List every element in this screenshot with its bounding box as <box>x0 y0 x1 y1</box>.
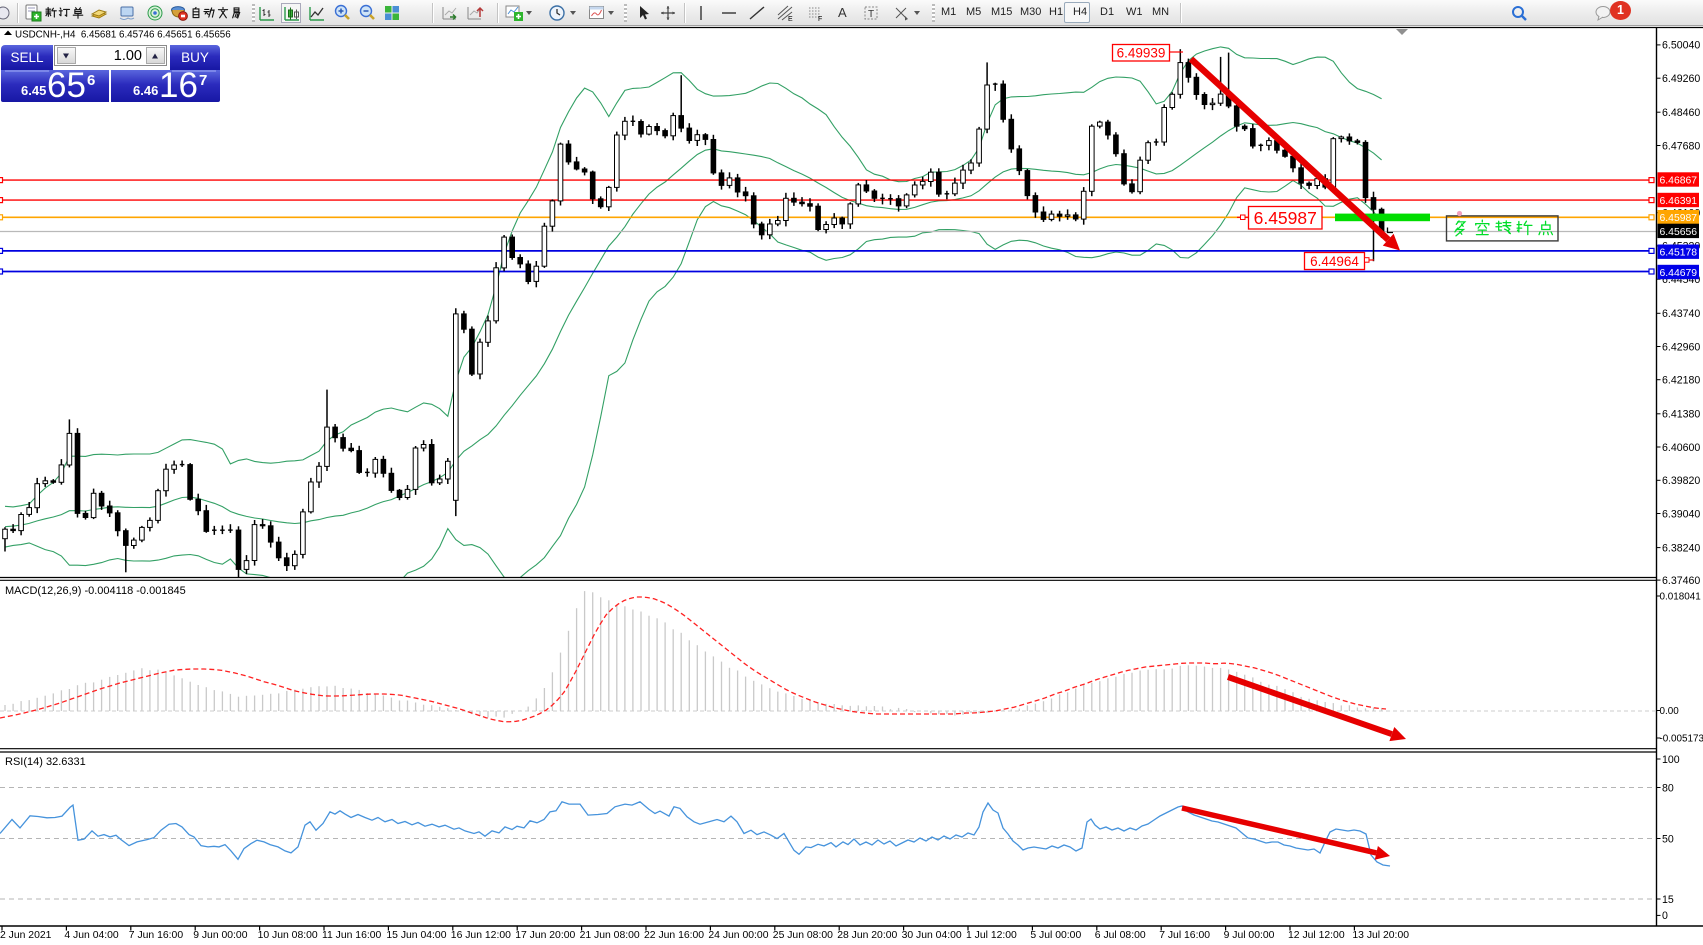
svg-text:6.49260: 6.49260 <box>1662 73 1700 85</box>
svg-text:22 Jun 16:00: 22 Jun 16:00 <box>644 930 704 940</box>
svg-text:MACD(12,26,9) -0.004118 -0.001: MACD(12,26,9) -0.004118 -0.001845 <box>5 585 186 597</box>
svg-text:15: 15 <box>1662 894 1674 906</box>
svg-text:-0.005173: -0.005173 <box>1660 734 1703 745</box>
svg-text:7 Jun 16:00: 7 Jun 16:00 <box>129 930 184 940</box>
svg-text:6.39040: 6.39040 <box>1662 508 1700 520</box>
svg-text:RSI(14) 32.6331: RSI(14) 32.6331 <box>5 756 86 768</box>
svg-text:USDCNH-,H4 6.45681 6.45746 6.: USDCNH-,H4 6.45681 6.45746 6.45651 6.456… <box>15 29 231 40</box>
svg-text:6 Jul 08:00: 6 Jul 08:00 <box>1095 930 1146 940</box>
svg-text:6.49939: 6.49939 <box>1117 46 1166 61</box>
svg-text:10 Jun 08:00: 10 Jun 08:00 <box>258 930 318 940</box>
svg-text:25 Jun 08:00: 25 Jun 08:00 <box>773 930 833 940</box>
svg-text:9 Jul 00:00: 9 Jul 00:00 <box>1224 930 1275 940</box>
svg-text:11 Jun 16:00: 11 Jun 16:00 <box>322 930 382 940</box>
svg-text:16 Jun 12:00: 16 Jun 12:00 <box>451 930 511 940</box>
svg-text:5 Jul 00:00: 5 Jul 00:00 <box>1030 930 1081 940</box>
svg-text:T: T <box>868 9 874 20</box>
svg-text:E: E <box>788 16 793 22</box>
svg-text:6.45656: 6.45656 <box>1660 227 1698 238</box>
svg-text:6.40600: 6.40600 <box>1662 442 1700 454</box>
svg-text:0.018041: 0.018041 <box>1660 592 1702 603</box>
svg-text:15 Jun 04:00: 15 Jun 04:00 <box>386 930 446 940</box>
svg-text:6.45987: 6.45987 <box>1254 208 1317 228</box>
svg-text:100: 100 <box>1662 754 1680 766</box>
svg-text:12 Jul 12:00: 12 Jul 12:00 <box>1288 930 1345 940</box>
svg-text:6.48460: 6.48460 <box>1662 107 1700 119</box>
svg-text:6.50040: 6.50040 <box>1662 40 1700 52</box>
svg-text:6.42180: 6.42180 <box>1662 375 1700 387</box>
svg-text:13 Jul 20:00: 13 Jul 20:00 <box>1352 930 1409 940</box>
svg-text:28 Jun 20:00: 28 Jun 20:00 <box>837 930 897 940</box>
svg-text:6.39820: 6.39820 <box>1662 475 1700 487</box>
svg-text:6.45987: 6.45987 <box>1660 213 1698 224</box>
svg-text:4 Jun 04:00: 4 Jun 04:00 <box>64 930 119 940</box>
svg-text:6.42960: 6.42960 <box>1662 341 1700 353</box>
svg-text:1 Jul 12:00: 1 Jul 12:00 <box>966 930 1017 940</box>
svg-text:6.46391: 6.46391 <box>1660 196 1698 207</box>
svg-text:6.38240: 6.38240 <box>1662 542 1700 554</box>
svg-text:30 Jun 04:00: 30 Jun 04:00 <box>902 930 962 940</box>
svg-text:6.46867: 6.46867 <box>1660 175 1698 186</box>
svg-text:21 Jun 08:00: 21 Jun 08:00 <box>580 930 640 940</box>
svg-text:6.43740: 6.43740 <box>1662 308 1700 320</box>
svg-text:6.41380: 6.41380 <box>1662 409 1700 421</box>
svg-text:0: 0 <box>1662 910 1668 922</box>
svg-text:80: 80 <box>1662 782 1674 794</box>
svg-text:F: F <box>818 16 822 22</box>
svg-text:7 Jul 16:00: 7 Jul 16:00 <box>1159 930 1210 940</box>
svg-text:2 Jun 2021: 2 Jun 2021 <box>0 930 52 940</box>
svg-text:6.37460: 6.37460 <box>1662 575 1700 587</box>
svg-text:24 Jun 00:00: 24 Jun 00:00 <box>708 930 768 940</box>
svg-text:9 Jun 00:00: 9 Jun 00:00 <box>193 930 248 940</box>
svg-text:6.47680: 6.47680 <box>1662 140 1700 152</box>
svg-text:0.00: 0.00 <box>1660 706 1680 717</box>
svg-text:17 Jun 20:00: 17 Jun 20:00 <box>515 930 575 940</box>
svg-text:6.45178: 6.45178 <box>1660 248 1698 259</box>
svg-text:50: 50 <box>1662 833 1674 845</box>
svg-text:6.44679: 6.44679 <box>1660 268 1698 279</box>
svg-text:6.44964: 6.44964 <box>1310 254 1359 269</box>
